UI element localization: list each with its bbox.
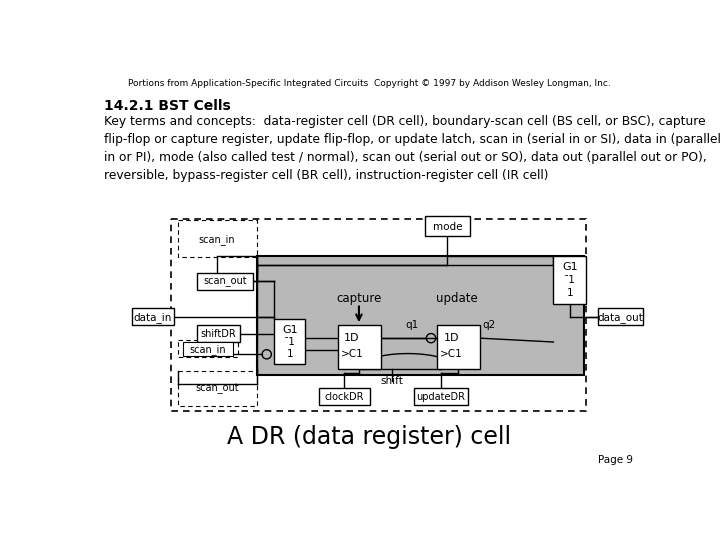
Text: 14.2.1 BST Cells: 14.2.1 BST Cells [104,99,230,113]
Text: q1: q1 [405,320,418,330]
Bar [178,220,256,257]
Text: clockDR: clockDR [325,393,364,402]
Bar [197,325,240,342]
Bar [171,219,586,411]
Text: scan_in: scan_in [199,234,235,245]
Text: >C1: >C1 [440,348,462,359]
Text: updateDR: updateDR [417,393,466,402]
Text: shift: shift [381,375,404,386]
Bar [178,372,256,406]
Text: Page 9: Page 9 [598,455,632,465]
Bar [132,308,174,325]
Text: >C1: >C1 [341,348,364,359]
Text: q2: q2 [482,320,496,330]
Text: Key terms and concepts:  data-register cell (DR cell), boundary-scan cell (BS ce: Key terms and concepts: data-register ce… [104,115,720,182]
Text: 1D: 1D [344,333,360,343]
Text: mode: mode [433,221,462,232]
Text: data_out: data_out [597,312,643,323]
Text: capture: capture [336,292,382,305]
Text: scan_out: scan_out [195,384,239,394]
Bar [338,325,381,369]
Text: data_in: data_in [134,312,172,323]
Text: scan_in: scan_in [189,344,226,355]
Bar [320,388,370,405]
Bar [256,256,585,375]
Bar [425,215,469,236]
Bar [414,388,468,405]
Text: 1: 1 [287,349,293,359]
Text: shiftDR: shiftDR [200,329,235,339]
Bar [274,319,305,363]
Text: ¯1: ¯1 [284,337,296,347]
Text: update: update [436,292,478,305]
Bar [197,273,253,289]
Text: G1: G1 [282,325,298,335]
Text: 1D: 1D [444,333,459,343]
Text: scan_out: scan_out [203,276,247,287]
Bar [598,308,642,325]
Text: 1: 1 [567,288,573,298]
Text: A DR (data register) cell: A DR (data register) cell [227,425,511,449]
Bar [178,340,238,357]
Bar [554,256,586,303]
Text: ¯1: ¯1 [564,275,576,286]
Text: G1: G1 [562,261,577,272]
Bar [183,342,233,356]
Bar [437,325,480,369]
Text: Portions from Application-Specific Integrated Circuits  Copyright © 1997 by Addi: Portions from Application-Specific Integ… [127,79,611,87]
